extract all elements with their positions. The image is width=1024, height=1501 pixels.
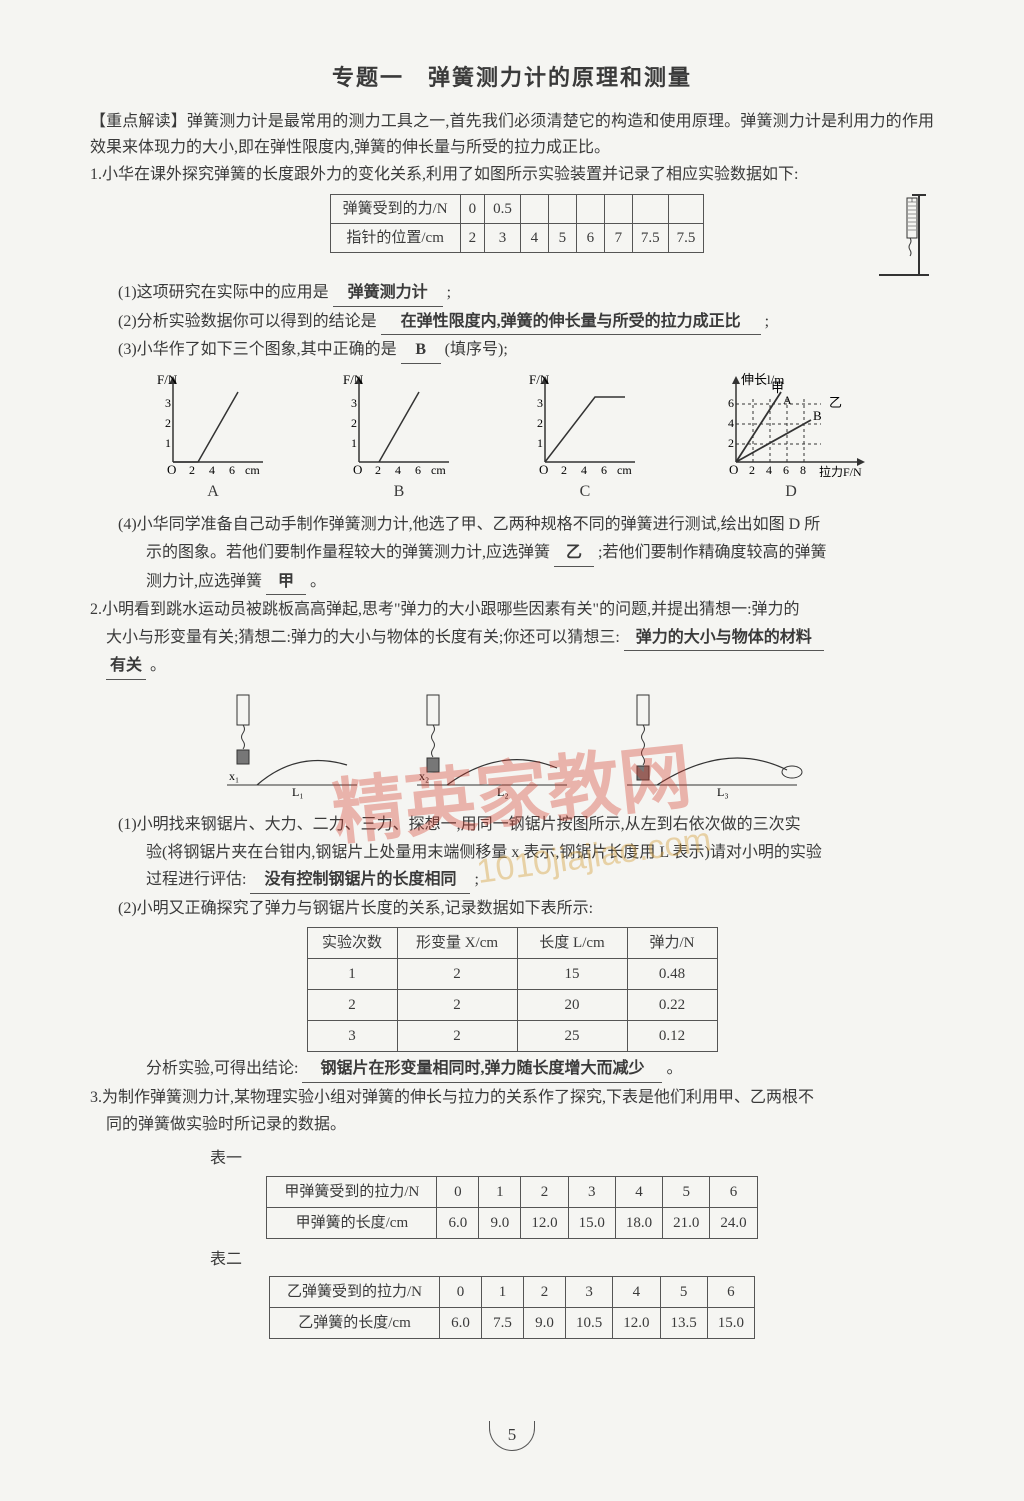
q2-line3: 有关 。: [90, 653, 934, 680]
q2-2-conc-answer: 钢锯片在形变量相同时,弹力随长度增大而减少: [302, 1056, 662, 1083]
svg-text:A: A: [783, 393, 792, 407]
t1-r2-label: 指针的位置/cm: [330, 223, 460, 252]
svg-text:3: 3: [351, 396, 357, 410]
svg-text:2: 2: [351, 416, 357, 430]
q2-line2: 大小与形变量有关;猜想二:弹力的大小与物体的长度有关;你还可以猜想三: 弹力的大…: [90, 625, 934, 652]
q1-4-line2: 示的图象。若他们要制作量程较大的弹簧测力计,应选弹簧 乙 ;若他们要制作精确度较…: [90, 540, 934, 567]
q1-4-line1: (4)小华同学准备自己动手制作弹簧测力计,他选了甲、乙两种规格不同的弹簧进行测试…: [90, 512, 934, 538]
svg-text:2: 2: [189, 463, 195, 477]
svg-text:6: 6: [728, 396, 734, 410]
svg-text:cm: cm: [245, 463, 260, 477]
q1-2-answer: 在弹性限度内,弹簧的伸长量与所受的拉力成正比: [381, 309, 761, 336]
svg-text:6: 6: [415, 463, 421, 477]
svg-text:F/N: F/N: [529, 372, 550, 387]
q1-4-line3: 测力计,应选弹簧 甲 。: [90, 569, 934, 596]
svg-text:2: 2: [375, 463, 381, 477]
svg-text:4: 4: [395, 463, 401, 477]
svg-text:O: O: [167, 462, 176, 477]
q1-4c-answer: 甲: [266, 569, 306, 596]
table-3: 甲弹簧受到的拉力/N 01 23 45 6 甲弹簧的长度/cm 6.09.012…: [266, 1176, 757, 1239]
svg-text:1: 1: [165, 436, 171, 450]
table-row: 实验次数 形变量 X/cm 长度 L/cm 弹力/N: [307, 928, 717, 959]
svg-text:3: 3: [537, 396, 543, 410]
graphs-row: F/N 321 246 cm O A F/N 321 246 cm O B F/…: [120, 372, 904, 505]
svg-text:拉力F/N: 拉力F/N: [819, 464, 862, 477]
svg-text:6: 6: [601, 463, 607, 477]
svg-text:1: 1: [351, 436, 357, 450]
svg-text:cm: cm: [431, 463, 446, 477]
svg-text:2: 2: [749, 463, 755, 477]
table-1: 弹簧受到的力/N 0 0.5 指针的位置/cm 2 3 4 5 6 7 7.5 …: [330, 194, 705, 253]
q2-1-line1: (1)小明找来钢锯片、大力、二力、三力、探想一,用同一钢锯片按图所示,从左到右依…: [90, 812, 934, 838]
svg-text:2: 2: [537, 416, 543, 430]
q1-3: (3)小华作了如下三个图象,其中正确的是 B (填序号);: [90, 337, 934, 364]
graph-c: F/N 321 246 cm O C: [525, 372, 645, 505]
q2-line1: 2.小明看到跳水运动员被跳板高高弹起,思考"弹力的大小跟哪些因素有关"的问题,并…: [90, 597, 934, 623]
page-title: 专题一 弹簧测力计的原理和测量: [90, 60, 934, 95]
spring-figures: x₁ L₁ x₂ L₂ L₃: [90, 690, 934, 800]
svg-text:4: 4: [766, 463, 772, 477]
svg-text:L₃: L₃: [717, 785, 729, 799]
t1-r1-label: 弹簧受到的力/N: [330, 194, 460, 223]
svg-text:3: 3: [165, 396, 171, 410]
svg-text:8: 8: [800, 463, 806, 477]
q2-c-answer: 有关: [106, 653, 146, 680]
q2-2: (2)小明又正确探究了弹力与钢锯片长度的关系,记录数据如下表所示:: [90, 896, 934, 922]
graph-b: F/N 321 246 cm O B: [339, 372, 459, 505]
svg-text:B: B: [813, 408, 822, 423]
q2-1c-answer: 没有控制钢锯片的长度相同: [250, 867, 470, 894]
q2-2-conclusion: 分析实验,可得出结论: 钢锯片在形变量相同时,弹力随长度增大而减少 。: [90, 1056, 934, 1083]
svg-text:2: 2: [561, 463, 567, 477]
q3-line1: 3.为制作弹簧测力计,某物理实验小组对弹簧的伸长与拉力的关系作了探究,下表是他们…: [90, 1085, 934, 1111]
svg-text:L₂: L₂: [497, 785, 509, 799]
svg-text:2: 2: [728, 436, 734, 450]
q2-1-line2: 验(将钢锯片夹在台钳内,钢锯片上处量用末端侧移量 x 表示,钢锯片长度用 L 表…: [90, 840, 934, 866]
table-row: 甲弹簧受到的拉力/N 01 23 45 6: [267, 1176, 757, 1207]
graph-d: 伸长l/m 拉力F/N 642 2468 O 甲 B 乙 A D: [711, 372, 871, 505]
svg-text:4: 4: [728, 416, 734, 430]
table-row: 甲弹簧的长度/cm 6.09.012.0 15.018.021.024.0: [267, 1207, 757, 1238]
table-row: 乙弹簧的长度/cm 6.07.59.0 10.512.013.515.0: [270, 1308, 755, 1339]
svg-text:F/N: F/N: [157, 372, 178, 387]
svg-text:2: 2: [165, 416, 171, 430]
table-row: 指针的位置/cm 2 3 4 5 6 7 7.5 7.5: [330, 223, 704, 252]
svg-text:6: 6: [783, 463, 789, 477]
svg-text:O: O: [539, 462, 548, 477]
q1-1-answer: 弹簧测力计: [333, 280, 443, 307]
svg-text:6: 6: [229, 463, 235, 477]
svg-text:O: O: [353, 462, 362, 477]
intro-text: 【重点解读】弹簧测力计是最常用的测力工具之一,首先我们必须清楚它的构造和使用原理…: [90, 109, 934, 160]
q2-1-line3: 过程进行评估: 没有控制钢锯片的长度相同 ;: [90, 867, 934, 894]
q3-line2: 同的弹簧做实验时所记录的数据。: [90, 1112, 934, 1138]
svg-text:cm: cm: [617, 463, 632, 477]
svg-text:x₂: x₂: [419, 769, 429, 783]
graph-a: F/N 321 246 cm O A: [153, 372, 273, 505]
svg-text:L₁: L₁: [292, 785, 304, 799]
q1-3-answer: B: [401, 337, 441, 364]
page-number: 5: [0, 1421, 1024, 1451]
t4-label: 表二: [210, 1247, 934, 1273]
svg-text:4: 4: [209, 463, 215, 477]
svg-text:1: 1: [537, 436, 543, 450]
table-2: 实验次数 形变量 X/cm 长度 L/cm 弹力/N 12150.48 2220…: [307, 927, 718, 1052]
spring-apparatus-icon: [874, 190, 934, 280]
q1-stem: 1.小华在课外探究弹簧的长度跟外力的变化关系,利用了如图所示实验装置并记录了相应…: [90, 162, 934, 188]
q1-1: (1)这项研究在实际中的应用是 弹簧测力计 ;: [90, 280, 934, 307]
q2-b-answer: 弹力的大小与物体的材料: [624, 625, 824, 652]
table-row: 弹簧受到的力/N 0 0.5: [330, 194, 704, 223]
svg-text:F/N: F/N: [343, 372, 364, 387]
svg-text:4: 4: [581, 463, 587, 477]
svg-text:O: O: [729, 462, 738, 477]
svg-text:x₁: x₁: [229, 769, 239, 783]
t3-label: 表一: [210, 1146, 934, 1172]
table-4: 乙弹簧受到的拉力/N 01 23 45 6 乙弹簧的长度/cm 6.07.59.…: [269, 1276, 755, 1339]
table-row: 乙弹簧受到的拉力/N 01 23 45 6: [270, 1277, 755, 1308]
q1-4b-answer: 乙: [554, 540, 594, 567]
svg-text:乙: 乙: [829, 395, 842, 410]
q1-2: (2)分析实验数据你可以得到的结论是 在弹性限度内,弹簧的伸长量与所受的拉力成正…: [90, 309, 934, 336]
